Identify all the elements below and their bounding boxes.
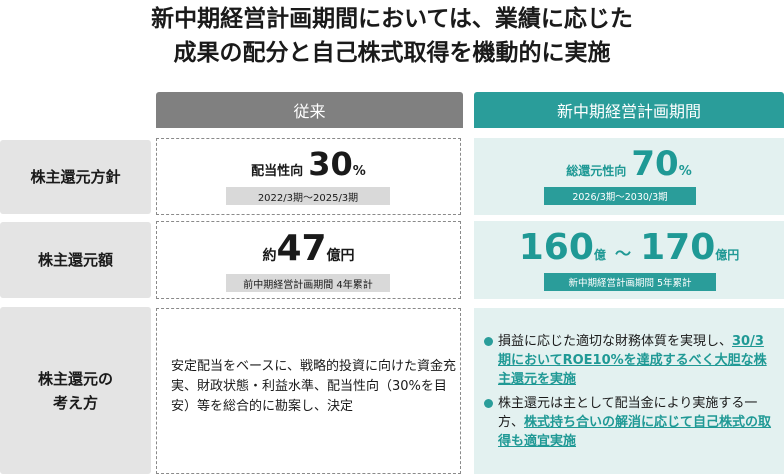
previous-amount-line: 約47億円 <box>157 228 460 269</box>
approach-label-line-2: 考え方 <box>52 393 98 412</box>
payout-ratio-value: 30 <box>308 145 353 183</box>
cell-new-approach: 損益に応じた適切な財務体質を実現し、30/3期においてROE10%を達成するべく… <box>474 308 784 474</box>
new-amount-low-unit: 億 <box>593 248 606 262</box>
previous-amount-unit: 億円 <box>326 248 355 264</box>
cell-previous-policy: 配当性向 30% 2022/3期～2025/3期 <box>156 138 461 215</box>
total-return-ratio-label: 総還元性向 <box>566 164 627 178</box>
row-label-return-amount: 株主還元額 <box>0 222 151 298</box>
approach-bullet-1: 損益に応じた適切な財務体質を実現し、30/3期においてROE10%を達成するべく… <box>484 332 776 389</box>
payout-ratio-period: 2022/3期～2025/3期 <box>226 187 390 205</box>
approach-label-line-1: 株主還元の <box>37 369 113 388</box>
bullet-dot-icon <box>484 337 493 346</box>
cell-new-amount: 160億 ～ 170億円 新中期経営計画期間 5年累計 <box>474 221 784 299</box>
previous-amount-value: 47 <box>276 228 327 269</box>
approach-bullet-2-text: 株主還元は主として配当金により実施する一方、 <box>498 396 758 430</box>
approach-bullet-2-emphasis: 株式持ち合いの解消に応じて自己株式の取得も適宜実施 <box>498 415 772 449</box>
approach-bullet-1-text: 損益に応じた適切な財務体質を実現し、 <box>498 334 733 349</box>
payout-ratio-unit: % <box>352 164 366 179</box>
previous-amount-note: 前中期経営計画期間 4年累計 <box>226 274 390 292</box>
total-return-ratio-unit: % <box>678 164 692 179</box>
new-amount-line: 160億 ～ 170億円 <box>474 227 784 268</box>
new-amount-high-unit: 億円 <box>715 248 740 262</box>
new-amount-low-value: 160 <box>518 227 594 268</box>
total-return-ratio-line: 総還元性向 70% <box>474 144 784 184</box>
row-label-return-approach: 株主還元の 考え方 <box>0 307 151 474</box>
new-amount-tilde: ～ <box>614 244 631 263</box>
cell-new-policy: 総還元性向 70% 2026/3期～2030/3期 <box>474 138 784 215</box>
total-return-ratio-value: 70 <box>631 144 679 184</box>
total-return-ratio-period: 2026/3期～2030/3期 <box>544 187 696 205</box>
bullet-dot-icon <box>484 399 493 408</box>
title-line-1: 新中期経営計画期間においては、業績に応じた <box>151 6 633 32</box>
new-amount-note: 新中期経営計画期間 5年累計 <box>544 273 716 291</box>
approach-bullet-1-emphasis: 30/3期においてROE10%を達成するべく大胆な株主還元を実施 <box>498 334 767 387</box>
payout-ratio-line: 配当性向 30% <box>157 145 460 183</box>
column-header-new-plan: 新中期経営計画期間 <box>474 92 784 128</box>
previous-approach-text: 安定配当をベースに、戦略的投資に向けた資金充実、財政状態・利益水準、配当性向（3… <box>171 359 456 414</box>
previous-amount-prefix: 約 <box>262 248 277 264</box>
row-label-return-policy: 株主還元方針 <box>0 140 151 214</box>
page-title: 新中期経営計画期間においては、業績に応じた 成果の配分と自己株式取得を機動的に実… <box>0 2 784 70</box>
cell-previous-approach: 安定配当をベースに、戦略的投資に向けた資金充実、財政状態・利益水準、配当性向（3… <box>156 308 461 474</box>
column-header-previous: 従来 <box>156 92 463 128</box>
cell-previous-amount: 約47億円 前中期経営計画期間 4年累計 <box>156 221 461 299</box>
title-line-2: 成果の配分と自己株式取得を機動的に実施 <box>173 40 611 66</box>
approach-bullet-2: 株主還元は主として配当金により実施する一方、株式持ち合いの解消に応じて自己株式の… <box>484 394 776 451</box>
payout-ratio-label: 配当性向 <box>251 164 304 179</box>
new-amount-high-value: 170 <box>640 227 716 268</box>
